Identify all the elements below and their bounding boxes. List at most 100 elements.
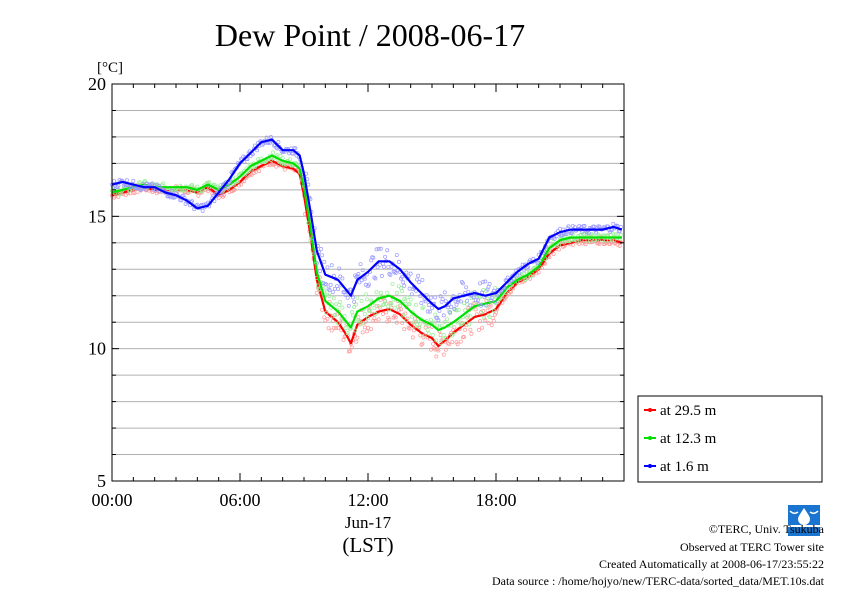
- series-point: [420, 341, 425, 346]
- series-point: [331, 296, 336, 301]
- series-point: [387, 272, 392, 276]
- plot-frame: [111, 83, 625, 482]
- series-point: [376, 246, 381, 251]
- series-point: [402, 297, 407, 302]
- series-point: [376, 317, 381, 322]
- series-point: [478, 319, 482, 324]
- series-point: [489, 295, 494, 300]
- series-point: [338, 299, 343, 304]
- series-point: [419, 301, 424, 305]
- series-point: [491, 288, 496, 293]
- series-point: [441, 352, 446, 357]
- series-point: [554, 243, 559, 248]
- series-point: [306, 182, 311, 187]
- series-point: [355, 274, 360, 279]
- series-point: [478, 295, 482, 300]
- series-point: [340, 305, 345, 310]
- series-point: [378, 246, 383, 251]
- series-point: [389, 301, 394, 306]
- series-point: [383, 254, 388, 259]
- series-point: [331, 325, 336, 330]
- series-point: [200, 208, 205, 213]
- series-point: [487, 315, 492, 319]
- series-point: [394, 253, 399, 257]
- series-point: [402, 327, 407, 332]
- series-point: [320, 253, 325, 258]
- series-point: [476, 327, 481, 332]
- series-point: [278, 153, 283, 158]
- legend-marker: [648, 464, 652, 468]
- series-point: [359, 278, 364, 283]
- series-point: [480, 325, 485, 330]
- series-point: [250, 152, 255, 157]
- y-tick-label: 15: [88, 206, 106, 226]
- series-point: [467, 322, 472, 327]
- series-point: [252, 164, 257, 169]
- series-point: [334, 301, 338, 306]
- series-point: [407, 326, 412, 331]
- series-point: [405, 295, 410, 300]
- x-tick-label: 06:00: [219, 490, 260, 510]
- series-point: [185, 191, 190, 196]
- series-point: [150, 181, 155, 186]
- series-point: [403, 299, 408, 304]
- series-point: [283, 162, 288, 167]
- series-point: [374, 290, 379, 295]
- x-axis-label-lst: (LST): [342, 533, 393, 557]
- series-point: [393, 315, 398, 320]
- series-point: [560, 233, 565, 238]
- x-tick-label: 12:00: [347, 490, 388, 510]
- series-point: [346, 303, 351, 308]
- series-point: [449, 304, 454, 309]
- series-point: [552, 236, 557, 241]
- series-point: [456, 307, 461, 312]
- series-point: [190, 199, 194, 203]
- series-point: [443, 347, 448, 352]
- series-point: [384, 301, 389, 306]
- series-point: [398, 303, 402, 308]
- series-point: [415, 277, 420, 282]
- series-point: [384, 310, 389, 315]
- series-point: [517, 272, 522, 277]
- series-point: [392, 305, 397, 310]
- series-point: [459, 321, 464, 326]
- series-point: [430, 305, 434, 310]
- series-point: [387, 317, 392, 322]
- series-point: [485, 296, 490, 301]
- series-point: [488, 303, 493, 308]
- series-point: [479, 310, 484, 315]
- series-point: [192, 207, 197, 212]
- series-point: [316, 287, 321, 292]
- series-point: [366, 316, 370, 321]
- series-point: [564, 232, 569, 237]
- axis-ticks: 5 10 15 20 00:00 06:00 12:00 18:00: [88, 74, 625, 510]
- terc-logo-icon: [784, 503, 824, 537]
- series-point: [483, 279, 488, 284]
- series-point: [455, 342, 460, 347]
- series-point: [597, 242, 602, 246]
- series-point: [423, 299, 428, 304]
- series-point: [491, 308, 496, 313]
- series-point: [434, 338, 439, 343]
- series-point: [367, 282, 372, 287]
- series-point: [268, 157, 273, 162]
- series-point: [460, 281, 465, 286]
- series-point: [279, 161, 284, 166]
- series-point: [529, 274, 534, 278]
- series-point: [486, 321, 491, 326]
- series-point: [450, 340, 455, 345]
- series-point: [329, 328, 334, 333]
- series-point: [315, 283, 320, 288]
- series-point: [407, 286, 412, 291]
- series-point: [374, 303, 379, 308]
- series-point: [428, 347, 433, 352]
- series-point: [325, 265, 330, 270]
- series-point: [505, 288, 510, 293]
- legend-box: [637, 395, 823, 483]
- series-point: [336, 286, 341, 291]
- series-point: [463, 308, 468, 313]
- series-point: [468, 314, 473, 319]
- series-point: [354, 275, 359, 280]
- series-point: [374, 247, 379, 252]
